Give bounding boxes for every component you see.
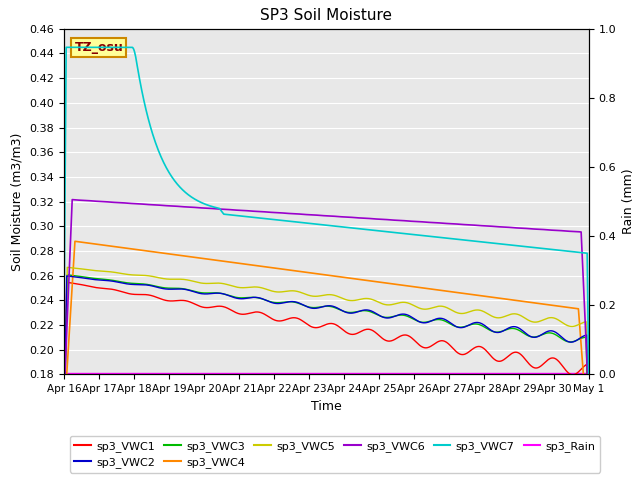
sp3_VWC1: [278, 318, 286, 324]
sp3_VWC3: [63, 272, 71, 277]
sp3_VWC3: [60, 432, 68, 438]
sp3_VWC4: [585, 443, 593, 449]
sp3_VWC5: [278, 289, 286, 295]
Line: sp3_VWC7: sp3_VWC7: [64, 48, 589, 382]
sp3_VWC7: [86, 45, 93, 50]
sp3_VWC7: [278, 217, 286, 223]
sp3_Rain: [85, 370, 93, 376]
sp3_VWC7: [559, 248, 567, 253]
sp3_VWC6: [60, 395, 68, 400]
sp3_VWC3: [559, 336, 567, 342]
Y-axis label: Rain (mm): Rain (mm): [622, 169, 635, 234]
sp3_VWC3: [370, 310, 378, 316]
sp3_VWC7: [568, 249, 575, 254]
X-axis label: Time: Time: [311, 400, 342, 413]
sp3_VWC2: [568, 339, 575, 345]
sp3_Rain: [559, 370, 566, 376]
sp3_VWC7: [370, 228, 378, 233]
sp3_Rain: [585, 370, 593, 376]
Line: sp3_VWC2: sp3_VWC2: [64, 276, 589, 440]
sp3_VWC5: [86, 267, 93, 273]
sp3_VWC3: [86, 275, 93, 281]
sp3_VWC4: [158, 250, 166, 256]
sp3_Rain: [278, 370, 285, 376]
sp3_VWC1: [63, 279, 70, 285]
sp3_VWC2: [370, 309, 378, 315]
sp3_VWC2: [585, 437, 593, 443]
sp3_VWC7: [585, 379, 593, 385]
Line: sp3_VWC1: sp3_VWC1: [64, 282, 589, 457]
sp3_VWC6: [158, 203, 166, 208]
sp3_Rain: [369, 370, 377, 376]
sp3_VWC4: [86, 240, 93, 246]
sp3_VWC5: [158, 276, 166, 281]
sp3_VWC7: [62, 45, 70, 50]
sp3_VWC7: [60, 319, 68, 325]
Line: sp3_VWC6: sp3_VWC6: [64, 200, 589, 403]
Line: sp3_VWC5: sp3_VWC5: [64, 267, 589, 436]
sp3_VWC4: [559, 304, 567, 310]
sp3_Rain: [60, 370, 68, 376]
sp3_VWC1: [568, 372, 575, 377]
sp3_VWC4: [71, 239, 79, 244]
sp3_VWC2: [559, 336, 567, 341]
sp3_Rain: [567, 370, 575, 376]
sp3_VWC3: [158, 285, 166, 290]
sp3_VWC4: [568, 305, 575, 311]
sp3_Rain: [157, 370, 165, 376]
sp3_VWC6: [585, 400, 593, 406]
sp3_VWC6: [278, 210, 286, 216]
sp3_VWC2: [86, 276, 93, 282]
sp3_VWC3: [585, 443, 593, 448]
sp3_VWC6: [370, 216, 378, 222]
sp3_VWC6: [568, 228, 575, 234]
sp3_VWC5: [63, 264, 71, 270]
Title: SP3 Soil Moisture: SP3 Soil Moisture: [260, 9, 392, 24]
sp3_VWC7: [158, 156, 166, 162]
sp3_VWC1: [559, 364, 567, 370]
sp3_VWC6: [86, 198, 93, 204]
sp3_VWC1: [60, 436, 68, 442]
sp3_VWC5: [568, 324, 575, 329]
sp3_VWC5: [559, 320, 567, 326]
sp3_VWC5: [585, 433, 593, 439]
Line: sp3_VWC4: sp3_VWC4: [64, 241, 589, 446]
Text: TZ_osu: TZ_osu: [74, 41, 124, 54]
sp3_VWC1: [585, 454, 593, 460]
sp3_VWC6: [68, 197, 76, 203]
sp3_VWC1: [86, 284, 93, 289]
sp3_VWC4: [60, 416, 68, 421]
sp3_VWC2: [60, 433, 68, 439]
Y-axis label: Soil Moisture (m3/m3): Soil Moisture (m3/m3): [11, 132, 24, 271]
sp3_VWC5: [370, 297, 378, 303]
sp3_VWC2: [278, 300, 286, 306]
sp3_VWC2: [158, 286, 166, 291]
sp3_VWC2: [63, 273, 70, 279]
sp3_VWC5: [60, 429, 68, 435]
sp3_VWC3: [278, 300, 286, 305]
Line: sp3_VWC3: sp3_VWC3: [64, 275, 589, 445]
sp3_VWC4: [278, 266, 286, 272]
sp3_VWC6: [559, 228, 567, 234]
sp3_VWC3: [568, 339, 575, 345]
Legend: sp3_VWC1, sp3_VWC2, sp3_VWC3, sp3_VWC4, sp3_VWC5, sp3_VWC6, sp3_VWC7, sp3_Rain: sp3_VWC1, sp3_VWC2, sp3_VWC3, sp3_VWC4, …: [70, 436, 600, 472]
sp3_VWC1: [158, 297, 166, 302]
sp3_VWC1: [370, 328, 378, 334]
sp3_VWC4: [370, 278, 378, 284]
